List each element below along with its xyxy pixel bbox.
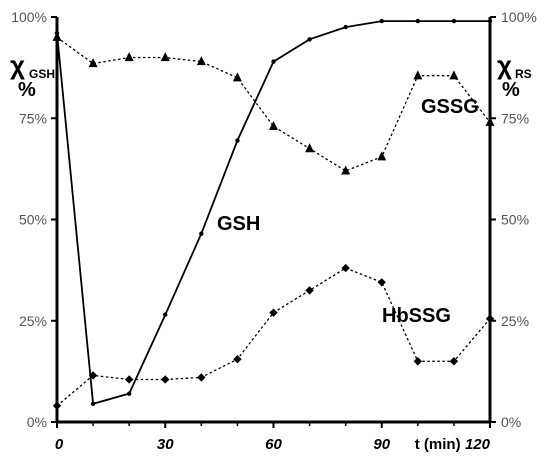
y-axis-label-left-unit: % xyxy=(18,79,36,101)
x-tick-label: 60 xyxy=(265,436,282,453)
labels: 0% 0% 25% 25% 50% 50% 75% 75% 100% 100% 0 30 60 90 120… xyxy=(10,9,537,453)
x-tick-label: 90 xyxy=(373,436,390,453)
hbssg-point xyxy=(233,355,242,364)
gsh-line xyxy=(56,20,490,405)
x-tick-label: 0 xyxy=(55,436,64,453)
gsh-point xyxy=(379,18,384,24)
hbssg-point xyxy=(52,401,62,410)
gssg-point xyxy=(377,151,387,161)
gssg-point xyxy=(52,31,62,41)
x-axis-label: t (min) xyxy=(415,436,461,453)
y-tick-label-right: 25% xyxy=(501,313,529,329)
hbssg-point xyxy=(305,286,314,295)
x-tick-label: 30 xyxy=(157,436,174,453)
hbssg-point xyxy=(341,263,350,273)
hbssg-point xyxy=(197,373,206,382)
y-tick-label-right: 75% xyxy=(501,110,529,126)
hbssg-point xyxy=(269,308,278,317)
hbssg-series-label: HbSSG xyxy=(382,305,451,327)
gsh-series-label: GSH xyxy=(217,213,260,235)
gssg-point xyxy=(232,72,242,82)
gssg-point xyxy=(269,120,278,130)
gsh-point xyxy=(343,24,348,30)
y-tick-label-right: 50% xyxy=(501,212,529,228)
gssg-point xyxy=(341,165,351,175)
hbssg-point xyxy=(449,357,459,366)
hbssg-point xyxy=(161,375,170,384)
gsh-point xyxy=(307,37,312,42)
gsh-point xyxy=(415,18,421,24)
gssg-point xyxy=(196,56,206,66)
gsh-point xyxy=(90,401,96,406)
gssg-point xyxy=(413,70,423,80)
gsh-point xyxy=(487,18,493,24)
gsh-point xyxy=(163,312,168,317)
gssg-point xyxy=(449,70,459,80)
y-tick-label-left: 25% xyxy=(19,313,47,329)
hbssg-line xyxy=(56,267,491,407)
y-tick-label-right: 0% xyxy=(501,414,521,430)
y-axis-label-right-symbol: χ xyxy=(497,50,512,80)
y-axis-label-left-sub: GSH xyxy=(29,67,55,81)
y-tick-label-left: 100% xyxy=(11,9,47,25)
series-markers xyxy=(52,18,495,410)
gssg-point xyxy=(485,116,495,126)
y-tick-label-left: 75% xyxy=(19,110,47,126)
x-tick-label: 120 xyxy=(465,436,491,453)
gssg-point xyxy=(160,52,170,62)
gssg-point xyxy=(88,58,98,68)
gssg-point xyxy=(305,143,315,153)
y-tick-label-left: 0% xyxy=(27,414,47,430)
gsh-point xyxy=(451,18,457,24)
gssg-point xyxy=(124,52,134,62)
y-axis-label-right-unit: % xyxy=(502,79,520,101)
gsh-point xyxy=(271,59,276,64)
y-tick-label-right: 100% xyxy=(501,9,537,25)
hbssg-point xyxy=(413,357,423,366)
axes xyxy=(51,16,496,428)
y-axis-label-right-sub: RS xyxy=(515,67,532,81)
gsh-point xyxy=(235,138,240,143)
hbssg-point xyxy=(377,278,386,287)
hbssg-point xyxy=(485,314,495,323)
gsh-point xyxy=(199,231,204,236)
y-axis-label-left-symbol: χ xyxy=(10,50,25,80)
gssg-series-label: GSSG xyxy=(421,96,479,118)
gsh-point xyxy=(126,391,132,396)
series-lines xyxy=(56,20,491,407)
y-tick-label-left: 50% xyxy=(19,212,47,228)
hbssg-point xyxy=(88,371,98,380)
hbssg-point xyxy=(124,375,134,384)
